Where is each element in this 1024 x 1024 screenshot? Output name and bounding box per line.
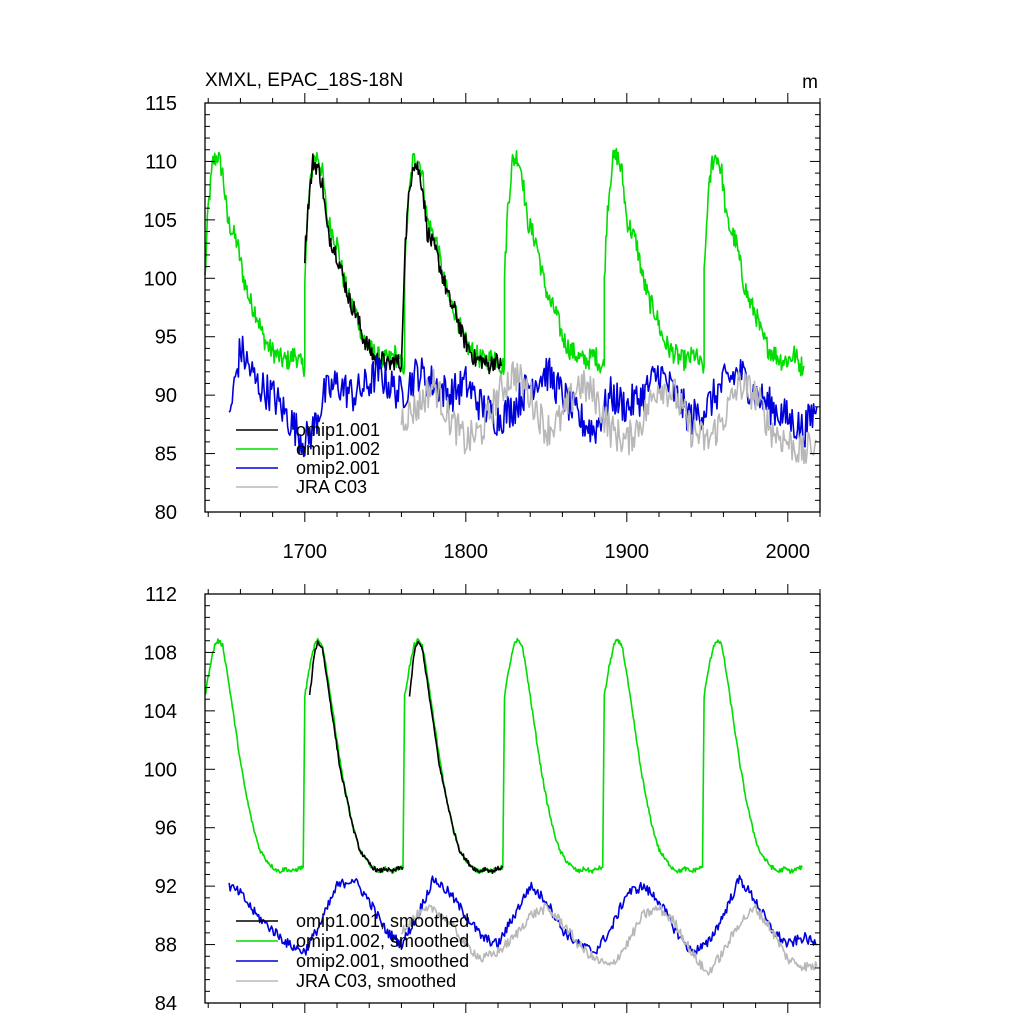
series-line-1-1 bbox=[304, 153, 502, 375]
legend-label: omip1.002, smoothed bbox=[296, 931, 469, 951]
legend-label: omip1.001, smoothed bbox=[296, 911, 469, 931]
y-tick-label: 110 bbox=[145, 151, 177, 173]
x-tick-label: 1900 bbox=[605, 541, 650, 563]
legend-label: JRA C03, smoothed bbox=[296, 971, 456, 991]
legend-label: omip2.001 bbox=[296, 458, 380, 478]
y-tick-label: 96 bbox=[155, 818, 177, 840]
plot-frame-1 bbox=[204, 102, 821, 513]
legend-label: omip1.001 bbox=[296, 420, 380, 440]
y-tick-label: 84 bbox=[155, 993, 177, 1015]
chart-panel-1: 80 85 90 95 100 105 110 115 1700 1800 1900 2000 XMXL… bbox=[144, 70, 821, 563]
y-tick-label: 100 bbox=[144, 268, 177, 290]
y-tick-label: 112 bbox=[145, 584, 177, 606]
series-line-1-3 bbox=[228, 335, 818, 458]
y-tick-label: 108 bbox=[144, 642, 177, 664]
y-tick-label: 105 bbox=[144, 210, 177, 232]
y-tick-label: 85 bbox=[155, 444, 177, 466]
chart-title: XMXL, EPAC_18S-18N bbox=[205, 70, 403, 91]
series-line-2-2 bbox=[204, 637, 803, 875]
legend-label: omip1.002 bbox=[296, 439, 380, 459]
plot-frame-2 bbox=[204, 593, 821, 1004]
y-tick-label: 80 bbox=[155, 502, 177, 524]
unit-label: m bbox=[802, 72, 818, 93]
y-tick-label: 92 bbox=[155, 876, 177, 898]
x-tick-label: 1800 bbox=[444, 541, 489, 563]
x-tick-label: 2000 bbox=[766, 541, 811, 563]
y-tick-label: 95 bbox=[155, 327, 177, 349]
legend-label: omip2.001, smoothed bbox=[296, 951, 469, 971]
legend-label: JRA C03 bbox=[296, 477, 367, 497]
series-line-1-4 bbox=[400, 361, 818, 465]
y-tick-label: 88 bbox=[155, 935, 177, 957]
y-tick-label: 90 bbox=[155, 385, 177, 407]
series-line-1-2 bbox=[204, 147, 805, 378]
y-tick-label: 100 bbox=[144, 759, 177, 781]
x-tick-label: 1700 bbox=[283, 541, 328, 563]
series-line-2-3 bbox=[228, 874, 817, 956]
series-line-2-1 bbox=[308, 640, 504, 874]
series-line-2-4 bbox=[400, 902, 818, 976]
y-tick-label: 104 bbox=[144, 701, 177, 723]
y-tick-label: 115 bbox=[145, 93, 177, 115]
